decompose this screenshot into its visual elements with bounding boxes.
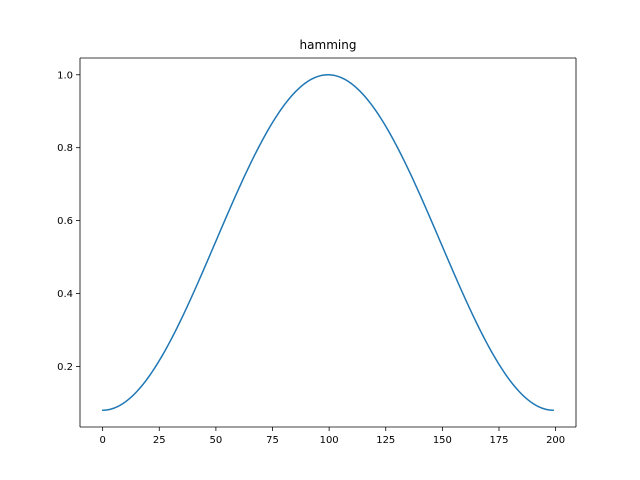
x-tick-label: 125 bbox=[376, 435, 395, 446]
plot-area: 0 25 50 75 100 125 150 175 200 0.2 0.4 0.6 0.8 1.0 bbox=[57, 57, 577, 446]
x-tick-label: 150 bbox=[433, 435, 452, 446]
x-tick-label: 200 bbox=[546, 435, 565, 446]
x-tick-label: 0 bbox=[99, 435, 105, 446]
y-tick-label: 0.4 bbox=[57, 289, 73, 300]
x-tick-label: 100 bbox=[320, 435, 339, 446]
x-tick-label: 75 bbox=[266, 435, 279, 446]
x-tick-label: 25 bbox=[153, 435, 166, 446]
series-line-1 bbox=[101, 74, 555, 411]
y-tick-label: 0.6 bbox=[57, 216, 73, 227]
y-tick-label: 0.2 bbox=[57, 362, 73, 373]
y-tick-label: 1.0 bbox=[57, 70, 73, 81]
y-tick-label: 0.8 bbox=[57, 143, 73, 154]
x-tick-label: 50 bbox=[210, 435, 223, 446]
chart-title: hamming bbox=[300, 38, 357, 52]
x-tick-label: 175 bbox=[489, 435, 508, 446]
